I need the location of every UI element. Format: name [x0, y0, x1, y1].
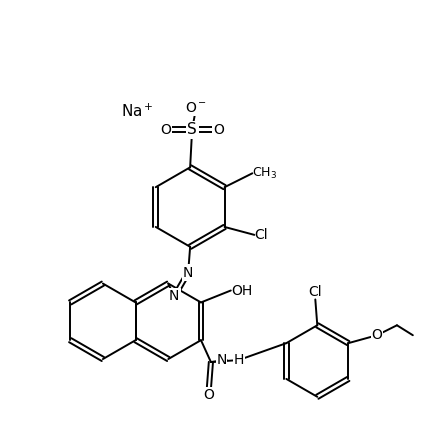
- Text: O$^-$: O$^-$: [185, 101, 207, 115]
- Text: Cl: Cl: [254, 228, 268, 242]
- Text: S: S: [187, 122, 197, 137]
- Text: OH: OH: [231, 284, 252, 297]
- Text: O: O: [214, 123, 225, 136]
- Text: N: N: [169, 290, 179, 304]
- Text: O: O: [372, 328, 382, 342]
- Text: O: O: [160, 123, 171, 136]
- Text: CH$_3$: CH$_3$: [252, 166, 278, 181]
- Text: O: O: [203, 388, 214, 402]
- Text: Na$^+$: Na$^+$: [121, 103, 154, 120]
- Text: N: N: [216, 353, 227, 367]
- Text: N: N: [183, 265, 193, 280]
- Text: Cl: Cl: [308, 285, 322, 300]
- Text: H: H: [233, 353, 244, 367]
